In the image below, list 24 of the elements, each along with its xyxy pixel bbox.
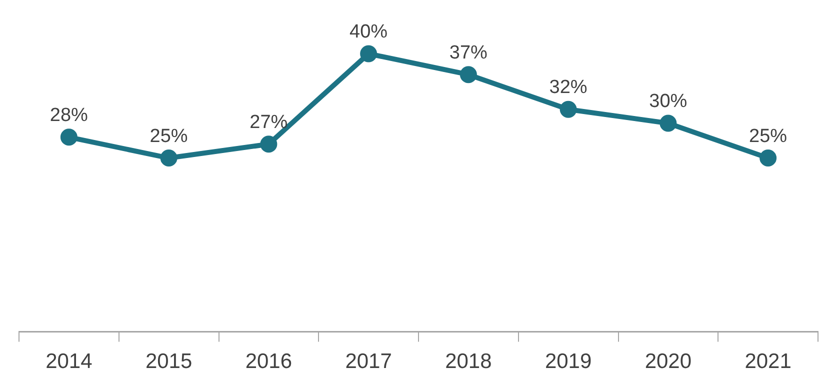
data-label: 30% (649, 91, 688, 112)
x-tick-label: 2015 (145, 350, 192, 374)
point (360, 45, 378, 62)
x-tick-label: 2021 (744, 350, 792, 374)
x-tick-label: 2017 (345, 350, 392, 374)
point (460, 66, 477, 84)
point (60, 128, 78, 146)
data-label: 25% (150, 126, 188, 147)
data-label: 40% (350, 21, 388, 42)
point (160, 150, 178, 167)
data-label: 37% (449, 42, 488, 64)
data-label: 28% (50, 104, 88, 126)
point (260, 136, 278, 153)
x-tick-label: 2016 (245, 350, 292, 374)
point (660, 114, 677, 132)
data-label: 25% (749, 126, 788, 147)
x-tick-label: 2018 (445, 350, 492, 374)
data-label: 27% (250, 112, 288, 133)
x-tick-label: 2014 (46, 350, 93, 374)
point (760, 150, 777, 167)
data-label: 32% (549, 77, 588, 98)
point (560, 100, 577, 118)
x-tick-label: 2019 (544, 350, 592, 374)
x-tick-label: 2020 (644, 350, 692, 374)
